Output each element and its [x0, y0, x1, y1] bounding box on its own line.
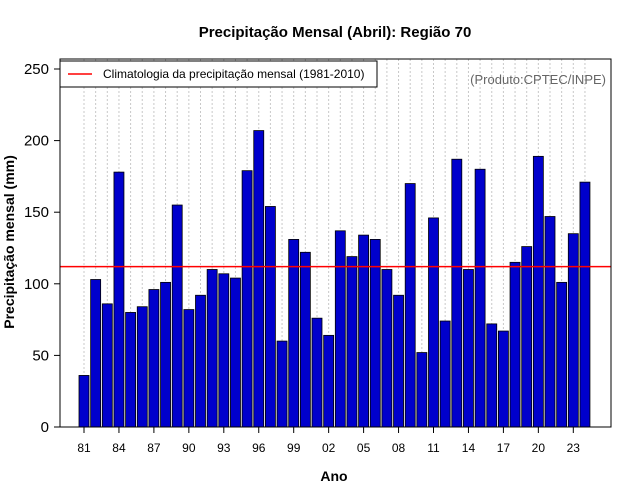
bar-1988 [160, 281, 171, 428]
bar-1994 [230, 277, 241, 428]
legend-box [59, 60, 378, 88]
bar-1990 [183, 309, 195, 428]
x-tick-label: 84 [112, 441, 126, 455]
bar-2015 [474, 168, 486, 428]
x-tick-label: 11 [427, 441, 440, 455]
bar-2009 [404, 183, 416, 428]
x-tick-label: 87 [147, 441, 161, 455]
bars-group [78, 130, 591, 428]
bar-1991 [195, 294, 206, 428]
x-tick-label: 20 [532, 441, 546, 455]
bar-2018 [509, 261, 521, 428]
bar-1995 [241, 170, 253, 428]
y-tick-label: 150 [24, 204, 49, 221]
bar-2001 [311, 317, 323, 428]
bar-1996 [253, 130, 265, 428]
bar-1981 [78, 375, 90, 428]
bar-1998 [276, 340, 288, 428]
x-tick-label: 99 [287, 441, 301, 455]
y-tick-label: 50 [32, 347, 49, 364]
x-tick-label: 93 [217, 441, 231, 455]
bar-1997 [264, 206, 276, 428]
bar-2014 [463, 269, 474, 428]
bar-2020 [532, 155, 544, 428]
bar-2007 [381, 269, 393, 428]
bar-2024 [579, 181, 591, 428]
x-axis-label: Ano [320, 468, 347, 484]
chart-title: Precipitação Mensal (Abril): Região 70 [199, 24, 472, 41]
x-tick-label: 90 [182, 441, 196, 455]
bar-1999 [288, 239, 300, 428]
bar-2017 [497, 330, 509, 428]
bar-1985 [125, 312, 136, 428]
x-tick-label: 02 [322, 441, 336, 455]
x-tick-label: 23 [567, 441, 581, 455]
x-tick-label: 08 [392, 441, 406, 455]
y-tick-label: 200 [24, 133, 49, 150]
bar-1992 [206, 269, 218, 428]
bar-2008 [393, 294, 404, 428]
credit-text: (Produto:CPTEC/INPE) [470, 72, 606, 87]
bar-2022 [556, 281, 568, 428]
x-tick-label: 05 [357, 441, 371, 455]
plot-frame [59, 58, 612, 428]
y-axis: 0 50 100 150 200 250 [24, 61, 60, 436]
bar-2011 [428, 217, 439, 428]
y-tick-label: 0 [41, 419, 49, 436]
bar-1986 [136, 306, 148, 428]
bar-2000 [299, 251, 311, 428]
bar-2004 [346, 256, 358, 428]
bar-2002 [323, 334, 335, 428]
bar-2006 [369, 239, 381, 428]
bar-2012 [439, 320, 451, 428]
bar-1987 [148, 289, 160, 428]
bar-1993 [218, 273, 230, 428]
x-axis: 81 84 87 90 93 96 99 02 05 08 11 14 17 20 23 [77, 427, 580, 455]
bar-2010 [416, 352, 428, 428]
legend-label: Climatologia da precipitação mensal (198… [103, 67, 364, 81]
x-tick-label: 81 [77, 441, 91, 455]
bar-2021 [544, 216, 556, 428]
bar-2016 [486, 323, 498, 428]
bar-2013 [451, 158, 463, 428]
bar-1984 [113, 171, 125, 428]
bar-1989 [171, 204, 183, 428]
bar-2003 [334, 230, 346, 428]
x-tick-label: 17 [497, 441, 511, 455]
y-tick-label: 250 [24, 61, 49, 78]
bar-1982 [90, 279, 102, 428]
bar-2019 [521, 246, 533, 428]
y-tick-label: 100 [24, 276, 49, 293]
bar-2005 [358, 234, 370, 428]
bar-1983 [101, 303, 113, 428]
y-axis-label: Precipitação mensal (mm) [1, 155, 17, 329]
x-tick-label: 96 [252, 441, 266, 455]
legend: Climatologia da precipitação mensal (198… [59, 60, 378, 88]
bar-2023 [567, 233, 579, 428]
x-tick-label: 14 [462, 441, 476, 455]
